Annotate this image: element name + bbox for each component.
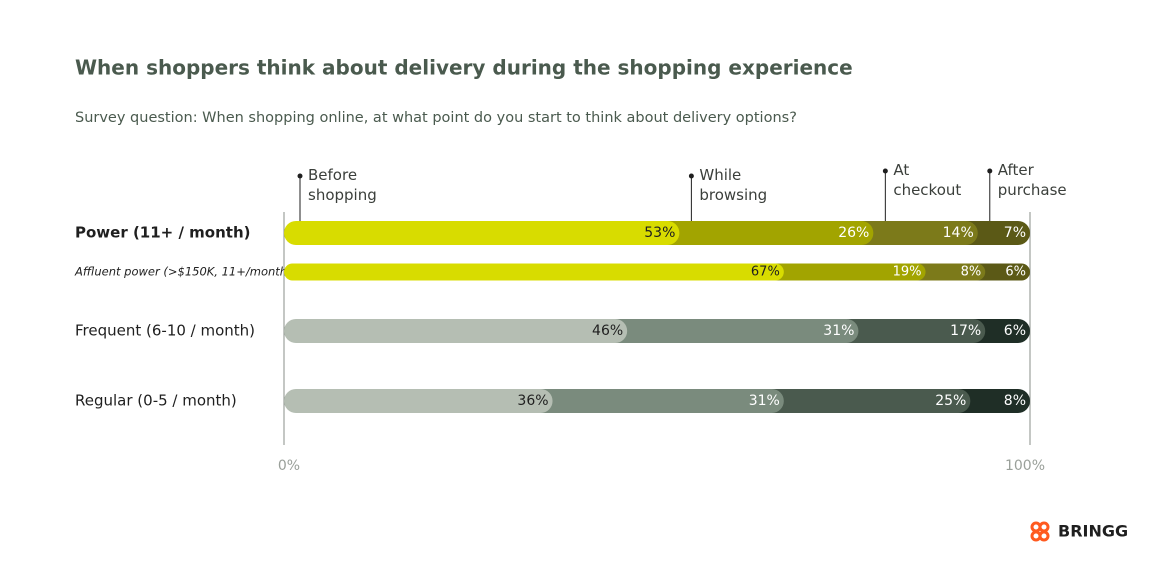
chart-title: When shoppers think about delivery durin… — [75, 56, 853, 80]
bar-segment — [284, 221, 680, 245]
y-tick-label: Affluent power (>$150K, 11+/month) — [74, 265, 292, 279]
legend-dot — [882, 168, 888, 174]
data-label: 6% — [1004, 323, 1026, 339]
data-label: 31% — [749, 393, 780, 409]
logo-icon — [1030, 521, 1050, 542]
bar-segment — [759, 389, 971, 413]
bar-segment — [766, 263, 926, 281]
data-label: 19% — [893, 265, 922, 280]
bar-segment — [284, 319, 628, 343]
x-tick-label: 0% — [278, 458, 300, 474]
data-label: 6% — [1005, 265, 1026, 280]
legend-label: After purchase — [997, 161, 1067, 199]
bar-segment — [284, 389, 553, 413]
bar-segment — [528, 389, 784, 413]
data-label: 14% — [943, 225, 974, 241]
legend-dot — [688, 173, 694, 179]
legend-label: At checkout — [893, 161, 962, 199]
legend-dot — [987, 168, 993, 174]
y-tick-label: Frequent (6-10 / month) — [75, 322, 255, 340]
y-tick-label: Power (11+ / month) — [75, 224, 251, 242]
bar-segment — [284, 263, 784, 281]
logo-text: BRINGG — [1058, 522, 1128, 541]
bar-segment — [655, 221, 874, 245]
bar-segment — [849, 221, 978, 245]
data-label: 36% — [517, 393, 548, 409]
data-label: 46% — [592, 323, 623, 339]
data-label: 26% — [838, 225, 869, 241]
bar-segment — [603, 319, 859, 343]
y-tick-label: Regular (0-5 / month) — [75, 392, 237, 410]
data-label: 67% — [751, 265, 780, 280]
bar-segment — [834, 319, 986, 343]
data-label: 25% — [935, 393, 966, 409]
data-label: 8% — [961, 265, 982, 280]
data-label: 17% — [950, 323, 981, 339]
legend-label: While browsing — [699, 166, 768, 204]
data-label: 31% — [823, 323, 854, 339]
legend-label: Before shopping — [308, 166, 377, 204]
legend-dot — [297, 173, 303, 179]
data-label: 8% — [1004, 393, 1026, 409]
x-tick-label: 100% — [1005, 458, 1045, 474]
bar-segment — [908, 263, 986, 281]
data-label: 53% — [644, 225, 675, 241]
data-label: 7% — [1004, 225, 1026, 241]
chart-subtitle: Survey question: When shopping online, a… — [75, 110, 797, 126]
